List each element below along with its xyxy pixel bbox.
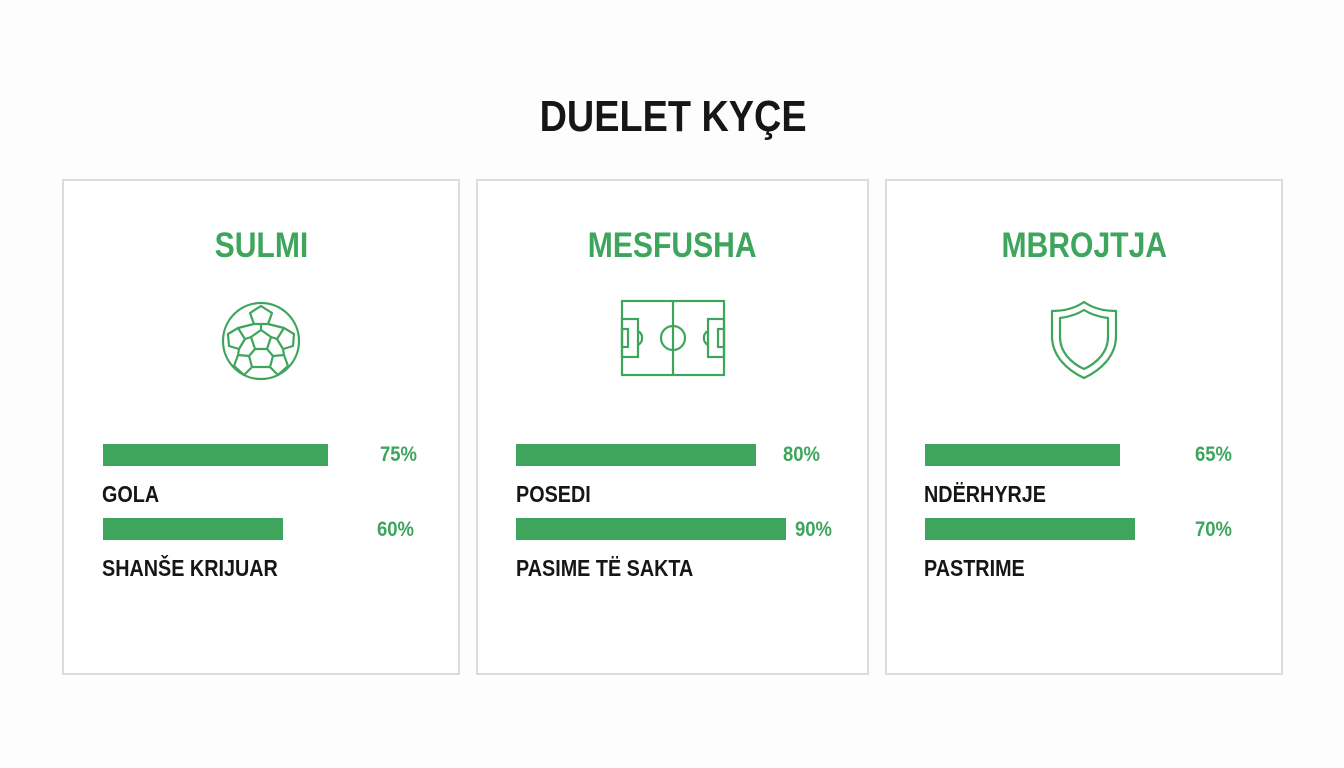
label-posedi: POSEDI [516,481,591,507]
football-pitch-icon [620,299,726,377]
bar-posedi [516,444,756,466]
soccer-ball-icon [221,301,301,381]
bar-gola [103,444,328,466]
bar-nderhyrje [925,444,1120,466]
page-title: DUELET KYÇE [539,92,807,141]
pct-pasime-te-sakta: 90% [795,518,832,541]
card-title-mbrojtja: MBROJTJA [1001,226,1167,265]
card-mesfusha [476,179,869,675]
label-shanse-krijuar: SHANŠE KRIJUAR [102,555,278,581]
bar-shanse-krijuar [103,518,283,540]
pct-posedi: 80% [783,443,820,466]
shield-icon [1050,300,1118,380]
label-pastrime: PASTRIME [924,555,1025,581]
pct-shanse-krijuar: 60% [377,518,414,541]
card-mbrojtja [885,179,1283,675]
card-sulmi [62,179,460,675]
pct-gola: 75% [380,443,417,466]
pct-nderhyrje: 65% [1195,443,1232,466]
bar-pastrime [925,518,1135,540]
label-nderhyrje: NDËRHYRJE [924,481,1047,507]
bar-pasime-te-sakta [516,518,786,540]
card-title-mesfusha: MESFUSHA [588,226,757,265]
label-pasime-te-sakta: PASIME TË SAKTA [516,555,694,581]
pct-pastrime: 70% [1195,518,1232,541]
card-title-sulmi: SULMI [214,226,308,265]
label-gola: GOLA [102,481,160,507]
